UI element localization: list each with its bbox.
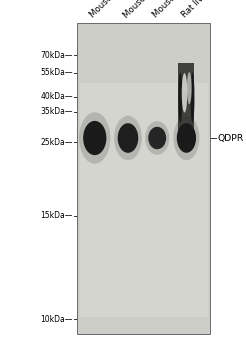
Text: Rat liver: Rat liver — [180, 0, 212, 20]
Text: 25kDa—: 25kDa— — [41, 138, 73, 147]
Text: Mouse liver: Mouse liver — [88, 0, 130, 20]
Text: 35kDa—: 35kDa— — [41, 107, 73, 116]
Text: 40kDa—: 40kDa— — [41, 92, 73, 102]
Text: 55kDa—: 55kDa— — [41, 68, 73, 77]
Text: 15kDa—: 15kDa— — [41, 211, 73, 220]
Text: 70kDa—: 70kDa— — [41, 51, 73, 60]
Text: Mouse kidney: Mouse kidney — [122, 0, 170, 20]
Text: Mouse brain: Mouse brain — [151, 0, 195, 20]
Text: 10kDa—: 10kDa— — [41, 315, 73, 324]
Text: QDPR: QDPR — [218, 133, 244, 142]
